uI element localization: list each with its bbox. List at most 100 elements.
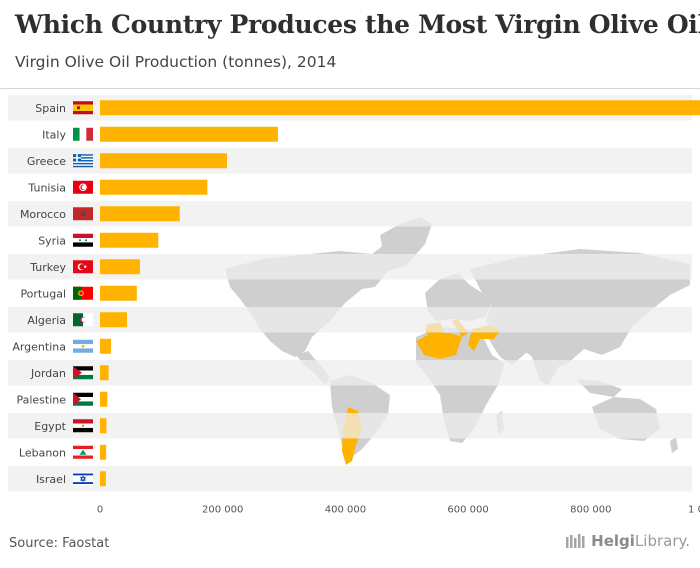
library-books-icon xyxy=(566,534,585,548)
category-label: Egypt xyxy=(34,420,66,433)
flag-part xyxy=(79,127,87,141)
bar-chart: Spain Italy Greece Tunisia Morocco Syria Turke… xyxy=(8,95,700,516)
flag-part xyxy=(73,370,93,375)
map-new-zealand xyxy=(670,437,678,453)
category-label: Tunisia xyxy=(27,181,66,194)
flag-part xyxy=(73,472,93,486)
flag-part xyxy=(81,344,85,348)
helgilibrary-logo: Helgi Library. xyxy=(565,532,690,550)
bar-italy[interactable] xyxy=(100,126,278,142)
flag-part xyxy=(81,185,86,190)
flag-egypt-icon xyxy=(73,419,93,433)
flag-part xyxy=(73,374,93,380)
x-tick-label: 200 000 xyxy=(202,505,243,516)
category-label: Israel xyxy=(36,473,66,486)
bar-greece[interactable] xyxy=(100,153,227,169)
bar-egypt[interactable] xyxy=(100,418,107,434)
flag-part xyxy=(84,265,87,268)
category-label: Turkey xyxy=(29,261,66,274)
bar-argentina[interactable] xyxy=(100,338,112,354)
map-north-africa-highlight xyxy=(416,333,462,359)
flag-part xyxy=(73,366,93,371)
chart-footer: Source: Faostat Helgi Library. xyxy=(0,528,700,568)
bar-israel[interactable] xyxy=(100,471,106,487)
category-label: Palestine xyxy=(16,393,66,406)
row-stripe xyxy=(8,466,692,492)
category-label: Syria xyxy=(38,234,66,247)
category-label: Morocco xyxy=(20,208,66,221)
flag-italy-icon xyxy=(73,127,93,141)
row-stripe xyxy=(8,440,692,466)
brand-name-rest: Library. xyxy=(634,532,690,550)
flag-turkey-icon xyxy=(73,260,93,274)
flag-part xyxy=(73,238,93,243)
bar-spain[interactable] xyxy=(100,100,700,116)
flag-argentina-icon xyxy=(73,339,93,353)
flag-portugal-icon xyxy=(73,286,93,300)
bar-tunisia[interactable] xyxy=(100,179,208,195)
flag-syria-icon xyxy=(73,233,93,247)
bar-palestine[interactable] xyxy=(100,391,108,407)
flag-part xyxy=(73,473,93,476)
flag-part xyxy=(86,127,93,141)
bar-lebanon[interactable] xyxy=(100,444,107,460)
x-tick-label: 1 000 000 xyxy=(688,505,700,516)
flag-part xyxy=(73,164,93,166)
flag-part xyxy=(79,291,83,295)
row-stripe xyxy=(8,413,692,439)
flag-part xyxy=(73,313,83,327)
category-label: Italy xyxy=(42,128,66,141)
category-label: Argentina xyxy=(12,340,66,353)
flag-part xyxy=(73,427,93,433)
bar-portugal[interactable] xyxy=(100,285,137,301)
flag-part xyxy=(81,317,87,323)
flag-part xyxy=(80,475,86,481)
chart-title: Which Country Produces the Most Virgin O… xyxy=(15,10,700,39)
flag-part xyxy=(83,313,93,327)
category-label: Lebanon xyxy=(19,446,66,459)
flag-part xyxy=(81,212,85,216)
chart-header: Which Country Produces the Most Virgin O… xyxy=(0,0,700,89)
flag-algeria-icon xyxy=(73,313,93,327)
bar-algeria[interactable] xyxy=(100,312,127,328)
category-label: Greece xyxy=(27,155,66,168)
flag-jordan-icon xyxy=(73,366,93,380)
flag-part xyxy=(73,392,93,398)
flag-tunisia-icon xyxy=(73,180,93,194)
x-tick-label: 600 000 xyxy=(447,505,488,516)
x-tick-label: 800 000 xyxy=(570,505,611,516)
row-stripe xyxy=(8,360,692,386)
category-label: Algeria xyxy=(27,314,66,327)
flag-part xyxy=(73,127,80,141)
bar-syria[interactable] xyxy=(100,232,159,248)
flag-part xyxy=(73,419,93,424)
flag-part xyxy=(73,242,93,247)
flag-part xyxy=(73,155,93,158)
flag-part xyxy=(73,158,93,161)
flag-part xyxy=(73,392,81,406)
map-middle-east xyxy=(486,329,526,365)
flag-part xyxy=(73,104,93,111)
flag-part xyxy=(73,157,81,159)
flag-part xyxy=(80,476,86,483)
flag-part xyxy=(73,366,82,380)
flag-part xyxy=(73,397,93,402)
chart-area: Spain Italy Greece Tunisia Morocco Syria Turke… xyxy=(0,89,700,517)
map-greenland xyxy=(380,217,432,265)
category-label: Spain xyxy=(35,102,66,115)
bar-morocco[interactable] xyxy=(100,206,180,222)
source-note: Source: Faostat xyxy=(9,536,110,551)
flag-greece-icon xyxy=(73,154,93,168)
bar-turkey[interactable] xyxy=(100,259,140,275)
flag-part xyxy=(79,449,87,455)
bar-jordan[interactable] xyxy=(100,365,109,381)
flag-palestine-icon xyxy=(73,392,93,406)
flag-part xyxy=(73,482,93,484)
flag-part xyxy=(73,233,93,239)
row-stripe xyxy=(8,387,692,413)
flag-part xyxy=(81,424,85,427)
x-tick-label: 400 000 xyxy=(325,505,366,516)
flag-part xyxy=(79,239,81,242)
flag-part xyxy=(79,264,85,270)
flag-spain-icon xyxy=(73,101,93,115)
